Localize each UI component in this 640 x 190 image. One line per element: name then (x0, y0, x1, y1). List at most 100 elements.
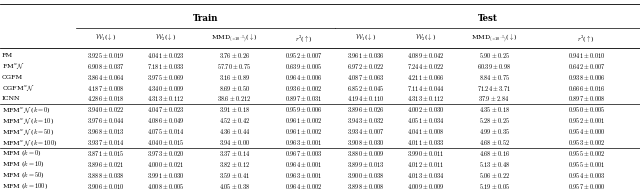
Text: $4.211 \pm 0.066$: $4.211 \pm 0.066$ (407, 73, 444, 82)
Text: $8.84 \pm 0.75$: $8.84 \pm 0.75$ (479, 73, 509, 82)
Text: $4.040 \pm 0.015$: $4.040 \pm 0.015$ (147, 138, 184, 147)
Text: $7.114 \pm 0.044$: $7.114 \pm 0.044$ (407, 84, 444, 93)
Text: $3.899 \pm 0.013$: $3.899 \pm 0.013$ (347, 160, 384, 169)
Text: MFM$^{w}\mathcal{N}$ ($k=0$): MFM$^{w}\mathcal{N}$ ($k=0$) (2, 105, 51, 115)
Text: $0.639 \pm 0.005$: $0.639 \pm 0.005$ (285, 62, 323, 71)
Text: $5.19 \pm 0.05$: $5.19 \pm 0.05$ (479, 182, 509, 190)
Text: $4.52 \pm 0.42$: $4.52 \pm 0.42$ (219, 116, 250, 125)
Text: $3.898 \pm 0.008$: $3.898 \pm 0.008$ (347, 182, 384, 190)
Text: $4.013 \pm 0.034$: $4.013 \pm 0.034$ (407, 171, 444, 180)
Text: $0.897 \pm 0.008$: $0.897 \pm 0.008$ (568, 94, 605, 103)
Text: $0.666 \pm 0.016$: $0.666 \pm 0.016$ (568, 84, 605, 93)
Text: $0.938 \pm 0.006$: $0.938 \pm 0.006$ (568, 73, 605, 82)
Text: $0.955 \pm 0.001$: $0.955 \pm 0.001$ (568, 160, 605, 169)
Text: $0.964 \pm 0.002$: $0.964 \pm 0.002$ (285, 182, 323, 190)
Text: $4.194 \pm 0.110$: $4.194 \pm 0.110$ (347, 94, 384, 103)
Text: $0.897 \pm 0.031$: $0.897 \pm 0.031$ (285, 94, 323, 103)
Text: MFM$^{w}\mathcal{N}$ ($k=10$): MFM$^{w}\mathcal{N}$ ($k=10$) (2, 116, 54, 126)
Text: $0.954 \pm 0.000$: $0.954 \pm 0.000$ (568, 127, 605, 136)
Text: MFM ($k=10$): MFM ($k=10$) (2, 160, 45, 169)
Text: $4.286 \pm 0.018$: $4.286 \pm 0.018$ (87, 94, 124, 103)
Text: CGFM$^{w}\mathcal{N}$: CGFM$^{w}\mathcal{N}$ (2, 83, 35, 93)
Text: $4.011 \pm 0.033$: $4.011 \pm 0.033$ (407, 138, 444, 147)
Text: CGFM: CGFM (2, 75, 23, 80)
Text: $5.90 \pm 0.25$: $5.90 \pm 0.25$ (479, 51, 509, 60)
Text: $4.002 \pm 0.030$: $4.002 \pm 0.030$ (407, 105, 444, 114)
Text: $3.896 \pm 0.026$: $3.896 \pm 0.026$ (347, 105, 384, 114)
Text: $5.06 \pm 0.22$: $5.06 \pm 0.22$ (479, 171, 509, 180)
Text: MMD$_{(\times 10^{-3})}$($\downarrow$): MMD$_{(\times 10^{-3})}$($\downarrow$) (211, 32, 257, 44)
Text: $0.963 \pm 0.001$: $0.963 \pm 0.001$ (285, 171, 323, 180)
Text: $7.244 \pm 0.022$: $7.244 \pm 0.022$ (407, 62, 444, 71)
Text: $0.954 \pm 0.003$: $0.954 \pm 0.003$ (568, 171, 605, 180)
Text: MFM$^{w}\mathcal{N}$ ($k=50$): MFM$^{w}\mathcal{N}$ ($k=50$) (2, 127, 54, 137)
Text: Test: Test (477, 14, 498, 23)
Text: $0.967 \pm 0.003$: $0.967 \pm 0.003$ (285, 149, 323, 158)
Text: $0.964 \pm 0.001$: $0.964 \pm 0.001$ (285, 160, 323, 169)
Text: ICNN: ICNN (2, 97, 20, 101)
Text: $0.961 \pm 0.002$: $0.961 \pm 0.002$ (285, 116, 323, 125)
Text: $4.313 \pm 0.112$: $4.313 \pm 0.112$ (407, 94, 444, 103)
Text: $\mathcal{W}_2$($\downarrow$): $\mathcal{W}_2$($\downarrow$) (415, 33, 436, 43)
Text: $3.925 \pm 0.019$: $3.925 \pm 0.019$ (87, 51, 124, 60)
Text: MFM ($k=0$): MFM ($k=0$) (2, 149, 42, 158)
Text: MFM ($k=100$): MFM ($k=100$) (2, 181, 48, 190)
Text: $3.871 \pm 0.015$: $3.871 \pm 0.015$ (87, 149, 124, 158)
Text: $4.009 \pm 0.009$: $4.009 \pm 0.009$ (407, 182, 444, 190)
Text: FM: FM (2, 53, 13, 58)
Text: $60.39 \pm 0.98$: $60.39 \pm 0.98$ (477, 62, 511, 71)
Text: $4.047 \pm 0.023$: $4.047 \pm 0.023$ (147, 105, 184, 114)
Text: $3.896 \pm 0.021$: $3.896 \pm 0.021$ (87, 160, 124, 169)
Text: $4.187 \pm 0.008$: $4.187 \pm 0.008$ (87, 84, 124, 93)
Text: $4.000 \pm 0.021$: $4.000 \pm 0.021$ (147, 160, 184, 169)
Text: $6.972 \pm 0.022$: $6.972 \pm 0.022$ (347, 62, 384, 71)
Text: $5.28 \pm 0.25$: $5.28 \pm 0.25$ (479, 116, 509, 125)
Text: $3.16 \pm 0.89$: $3.16 \pm 0.89$ (219, 73, 250, 82)
Text: $4.086 \pm 0.049$: $4.086 \pm 0.049$ (147, 116, 184, 125)
Text: $3.961 \pm 0.036$: $3.961 \pm 0.036$ (347, 51, 384, 60)
Text: $3.940 \pm 0.022$: $3.940 \pm 0.022$ (87, 105, 124, 114)
Text: $3.937 \pm 0.014$: $3.937 \pm 0.014$ (87, 138, 124, 147)
Text: $4.340 \pm 0.009$: $4.340 \pm 0.009$ (147, 84, 184, 93)
Text: $r^2$($\uparrow$): $r^2$($\uparrow$) (577, 32, 595, 44)
Text: $3.976 \pm 0.044$: $3.976 \pm 0.044$ (87, 116, 124, 125)
Text: $4.313 \pm 0.112$: $4.313 \pm 0.112$ (147, 94, 184, 103)
Text: $0.955 \pm 0.002$: $0.955 \pm 0.002$ (568, 149, 605, 158)
Text: $3.880 \pm 0.009$: $3.880 \pm 0.009$ (347, 149, 384, 158)
Text: $3.900 \pm 0.038$: $3.900 \pm 0.038$ (347, 171, 384, 180)
Text: MMD$_{(\times 10^{-3})}$($\downarrow$): MMD$_{(\times 10^{-3})}$($\downarrow$) (471, 32, 517, 44)
Text: $\mathcal{W}_1$($\downarrow$): $\mathcal{W}_1$($\downarrow$) (95, 33, 116, 43)
Text: $3.975 \pm 0.069$: $3.975 \pm 0.069$ (147, 73, 184, 82)
Text: $0.952 \pm 0.001$: $0.952 \pm 0.001$ (568, 116, 605, 125)
Text: $3.990 \pm 0.011$: $3.990 \pm 0.011$ (407, 149, 444, 158)
Text: $3.968 \pm 0.013$: $3.968 \pm 0.013$ (87, 127, 124, 136)
Text: $71.24 \pm 3.71$: $71.24 \pm 3.71$ (477, 84, 511, 93)
Text: $3.908 \pm 0.030$: $3.908 \pm 0.030$ (347, 138, 384, 147)
Text: $0.950 \pm 0.005$: $0.950 \pm 0.005$ (568, 105, 605, 114)
Text: $4.68 \pm 0.52$: $4.68 \pm 0.52$ (479, 138, 509, 147)
Text: $3.906 \pm 0.010$: $3.906 \pm 0.010$ (87, 182, 124, 190)
Text: $3.82 \pm 0.12$: $3.82 \pm 0.12$ (219, 160, 250, 169)
Text: $4.35 \pm 0.18$: $4.35 \pm 0.18$ (479, 105, 509, 114)
Text: $0.953 \pm 0.002$: $0.953 \pm 0.002$ (568, 138, 605, 147)
Text: $4.99 \pm 0.35$: $4.99 \pm 0.35$ (479, 127, 509, 136)
Text: $7.181 \pm 0.033$: $7.181 \pm 0.033$ (147, 62, 184, 71)
Text: $4.008 \pm 0.005$: $4.008 \pm 0.005$ (147, 182, 184, 190)
Text: FM$^{w}\mathcal{N}$: FM$^{w}\mathcal{N}$ (2, 61, 25, 71)
Text: $\mathcal{W}_2$($\downarrow$): $\mathcal{W}_2$($\downarrow$) (155, 33, 177, 43)
Text: $4.041 \pm 0.008$: $4.041 \pm 0.008$ (407, 127, 444, 136)
Text: $0.959 \pm 0.006$: $0.959 \pm 0.006$ (285, 105, 323, 114)
Text: $4.041 \pm 0.023$: $4.041 \pm 0.023$ (147, 51, 184, 60)
Text: $4.075 \pm 0.014$: $4.075 \pm 0.014$ (147, 127, 184, 136)
Text: $0.936 \pm 0.002$: $0.936 \pm 0.002$ (285, 84, 323, 93)
Text: $38.6 \pm 0.212$: $38.6 \pm 0.212$ (217, 94, 252, 103)
Text: $8.69 \pm 0.50$: $8.69 \pm 0.50$ (219, 84, 250, 93)
Text: $4.68 \pm 0.16$: $4.68 \pm 0.16$ (479, 149, 509, 158)
Text: $4.087 \pm 0.063$: $4.087 \pm 0.063$ (347, 73, 384, 82)
Text: $r^2$($\uparrow$): $r^2$($\uparrow$) (295, 32, 313, 44)
Text: $3.864 \pm 0.064$: $3.864 \pm 0.064$ (87, 73, 124, 82)
Text: $3.37 \pm 0.14$: $3.37 \pm 0.14$ (219, 149, 250, 158)
Text: $4.05 \pm 0.38$: $4.05 \pm 0.38$ (219, 182, 250, 190)
Text: $4.36 \pm 0.44$: $4.36 \pm 0.44$ (219, 127, 250, 136)
Text: $3.991 \pm 0.030$: $3.991 \pm 0.030$ (147, 171, 184, 180)
